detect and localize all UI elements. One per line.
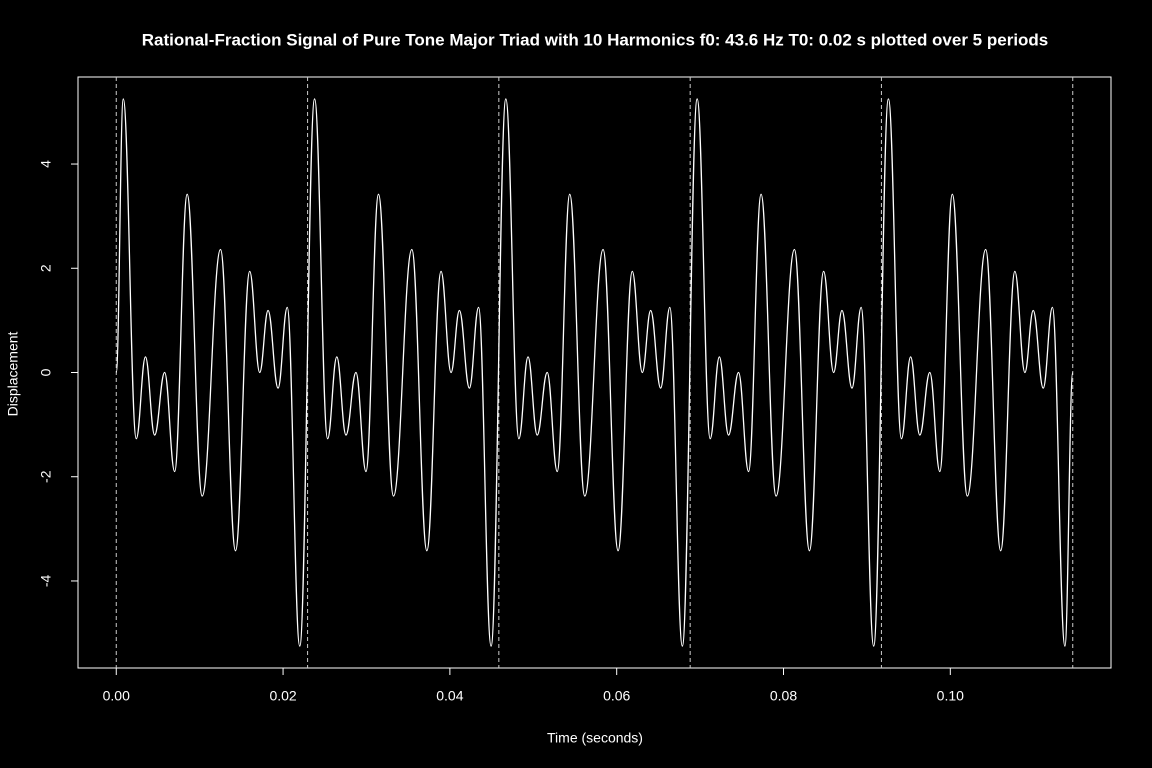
y-tick-label: 2: [38, 264, 54, 272]
y-tick-label: -4: [38, 575, 54, 588]
y-tick-label: -2: [38, 470, 54, 483]
x-tick-label: 0.02: [269, 688, 296, 704]
x-tick-label: 0.10: [937, 688, 964, 704]
y-axis-label: Displacement: [5, 331, 21, 416]
chart-title: Rational-Fraction Signal of Pure Tone Ma…: [142, 30, 1049, 49]
x-tick-label: 0.08: [770, 688, 797, 704]
x-tick-label: 0.06: [603, 688, 630, 704]
y-tick-label: 4: [38, 160, 54, 168]
x-tick-label: 0.04: [436, 688, 463, 704]
y-tick-label: 0: [38, 368, 54, 376]
x-tick-label: 0.00: [103, 688, 130, 704]
signal-line: [115, 98, 1074, 647]
x-axis-label: Time (seconds): [547, 730, 643, 746]
